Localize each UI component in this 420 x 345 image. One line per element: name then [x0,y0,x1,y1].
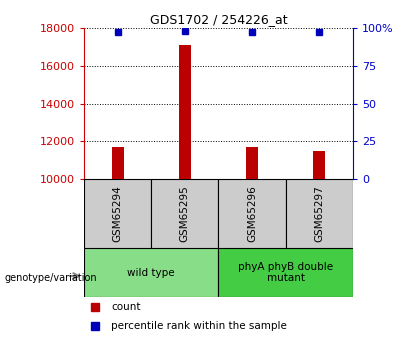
Title: GDS1702 / 254226_at: GDS1702 / 254226_at [150,13,287,27]
Bar [84,179,151,248]
Bar [84,248,218,297]
Bar [313,151,325,179]
Bar [286,179,353,248]
Text: GSM65295: GSM65295 [180,186,190,242]
Text: genotype/variation: genotype/variation [4,273,97,283]
Bar [112,147,123,179]
Text: count: count [111,302,140,312]
Bar [218,248,353,297]
Text: wild type: wild type [127,268,175,277]
Text: GSM65296: GSM65296 [247,186,257,242]
Bar [246,147,258,179]
Text: percentile rank within the sample: percentile rank within the sample [111,321,287,331]
Text: GSM65297: GSM65297 [314,186,324,242]
Bar [179,45,191,179]
Bar [151,179,218,248]
Text: GSM65294: GSM65294 [113,186,123,242]
Text: phyA phyB double
mutant: phyA phyB double mutant [238,262,333,283]
Bar [218,179,286,248]
